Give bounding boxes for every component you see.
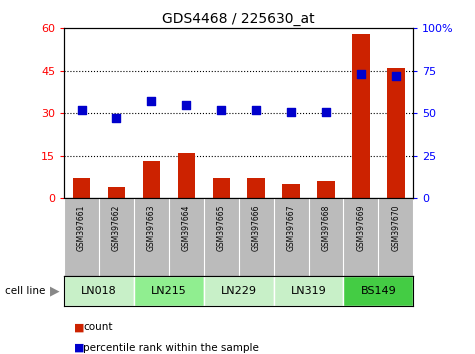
Point <box>322 109 330 114</box>
Text: percentile rank within the sample: percentile rank within the sample <box>83 343 259 353</box>
Text: BS149: BS149 <box>361 286 396 296</box>
Text: GSM397661: GSM397661 <box>77 205 86 251</box>
Text: cell line: cell line <box>5 286 45 296</box>
Point <box>287 109 295 114</box>
Text: count: count <box>83 322 113 332</box>
Bar <box>274 276 343 306</box>
Bar <box>317 181 335 198</box>
Bar <box>64 276 134 306</box>
Text: GSM397662: GSM397662 <box>112 205 121 251</box>
Text: ■: ■ <box>74 322 84 332</box>
Bar <box>282 184 300 198</box>
Point <box>218 107 225 113</box>
Text: GSM397668: GSM397668 <box>322 205 331 251</box>
Point <box>78 107 86 113</box>
Point <box>148 98 155 104</box>
Text: GSM397666: GSM397666 <box>252 205 261 251</box>
Text: GSM397665: GSM397665 <box>217 205 226 251</box>
Bar <box>343 276 413 306</box>
Bar <box>204 276 274 306</box>
Bar <box>178 153 195 198</box>
Text: LN229: LN229 <box>221 286 256 296</box>
Point <box>357 72 365 77</box>
Bar <box>212 178 230 198</box>
Bar <box>73 178 90 198</box>
Text: GSM397664: GSM397664 <box>182 205 191 251</box>
Point <box>113 115 120 121</box>
Text: GSM397663: GSM397663 <box>147 205 156 251</box>
Bar <box>247 178 265 198</box>
Bar <box>387 68 405 198</box>
Bar <box>134 276 204 306</box>
Point <box>392 73 399 79</box>
Point <box>182 102 190 108</box>
Bar <box>142 161 160 198</box>
Text: LN018: LN018 <box>81 286 117 296</box>
Bar <box>108 187 125 198</box>
Text: GSM397667: GSM397667 <box>286 205 295 251</box>
Title: GDS4468 / 225630_at: GDS4468 / 225630_at <box>162 12 315 26</box>
Bar <box>352 34 370 198</box>
Text: GSM397670: GSM397670 <box>391 205 400 251</box>
Point <box>252 107 260 113</box>
Text: LN215: LN215 <box>151 286 187 296</box>
Text: ▶: ▶ <box>50 285 59 298</box>
Text: ■: ■ <box>74 343 84 353</box>
Text: GSM397669: GSM397669 <box>356 205 365 251</box>
Text: LN319: LN319 <box>291 286 326 296</box>
